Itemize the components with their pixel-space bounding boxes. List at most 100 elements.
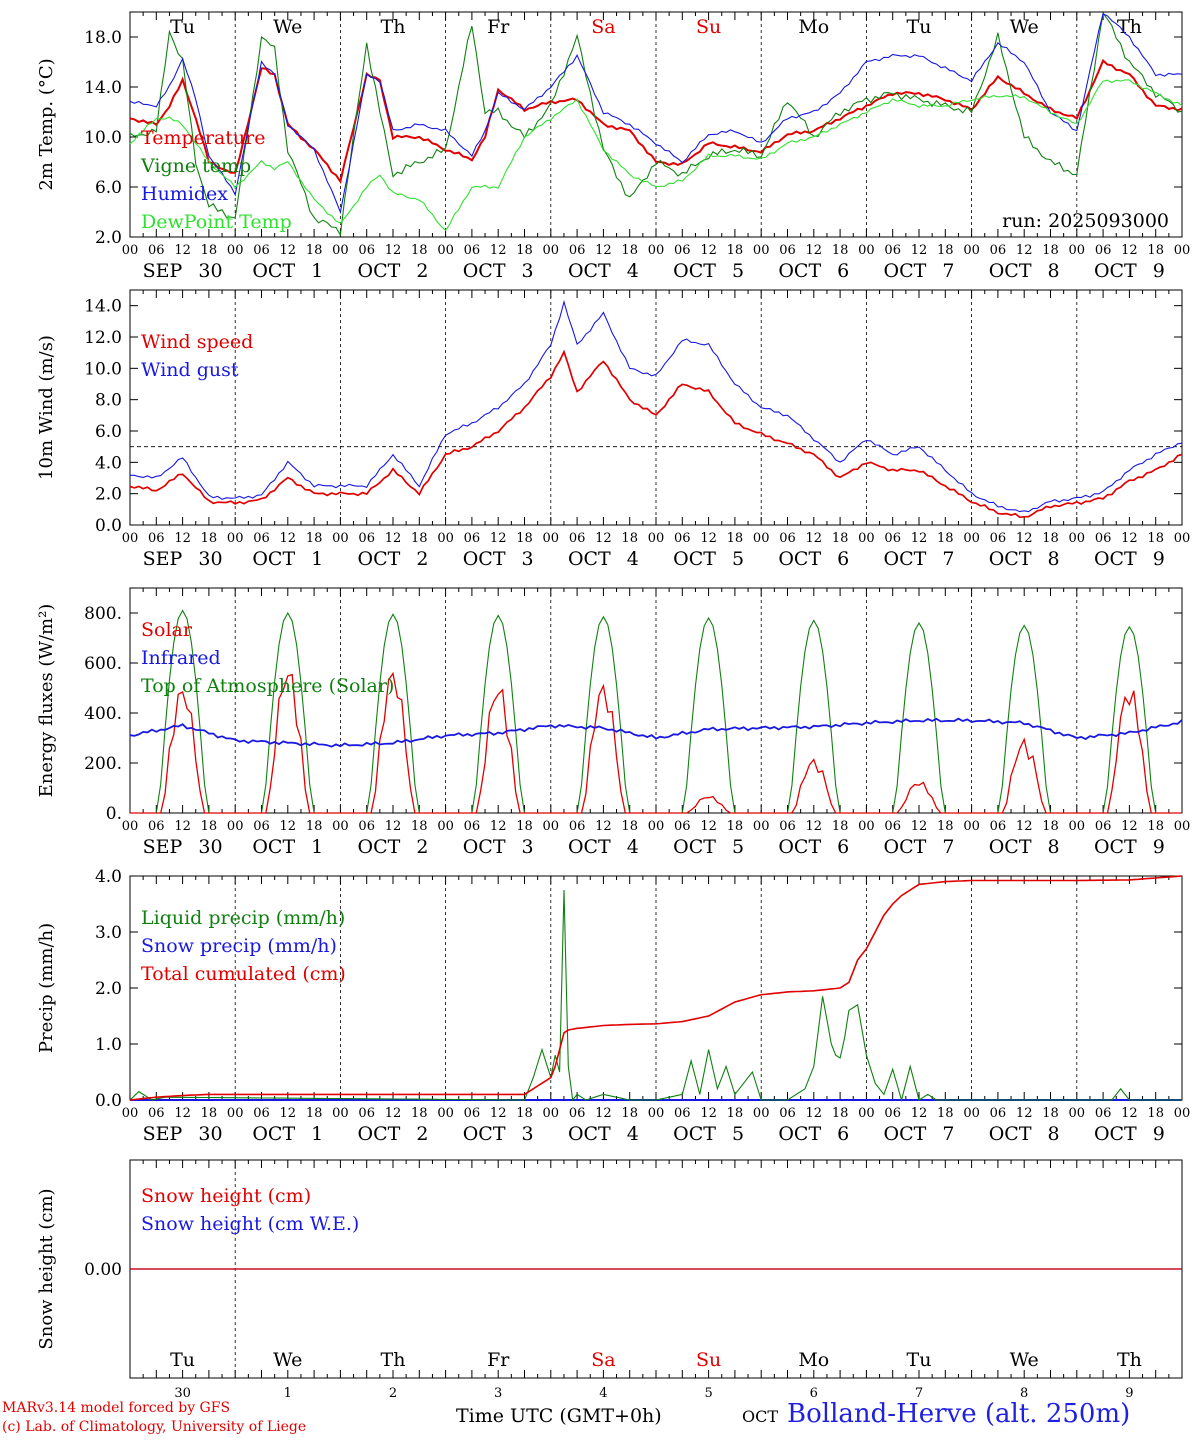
hour-tick-label: 06 xyxy=(884,1106,901,1121)
panel-3-frame xyxy=(129,587,1183,814)
hour-tick-label: 06 xyxy=(569,531,586,546)
hour-tick-label: 06 xyxy=(358,243,375,258)
hour-tick-label: 06 xyxy=(884,531,901,546)
series-infrared xyxy=(129,717,1183,748)
meteogram-chart-area: 2.06.010.014.018.02m Temp. (°C)Tu We Th Fr S… xyxy=(36,11,1191,1401)
hour-tick-label: 00 xyxy=(648,531,665,546)
series-humidex xyxy=(129,13,1183,215)
hour-tick-label: 18 xyxy=(516,243,533,258)
day-number-label: 30 xyxy=(174,1386,191,1400)
hour-tick-label: 06 xyxy=(253,243,270,258)
hour-tick-label: 06 xyxy=(569,243,586,258)
hour-tick-label: 18 xyxy=(1042,243,1059,258)
legend-top-of-atmosphere-solar-: Top of Atmosphere (Solar) xyxy=(141,675,394,697)
hour-tick-label: 18 xyxy=(727,243,744,258)
y-tick-label: 400. xyxy=(84,704,122,724)
hour-tick-label: 12 xyxy=(911,243,928,258)
station-name: Bolland-Herve (alt. 250m) xyxy=(787,1399,1131,1429)
date-label: OCT 2 xyxy=(358,1123,429,1145)
hour-tick-label: 12 xyxy=(700,819,717,834)
series-solar xyxy=(130,671,1182,814)
date-label: OCT 4 xyxy=(568,548,639,570)
y-tick-label: 2.0 xyxy=(95,979,122,999)
hour-tick-label: 12 xyxy=(806,819,823,834)
date-label: OCT 6 xyxy=(778,260,849,282)
hour-tick-label: 00 xyxy=(1069,531,1086,546)
hour-tick-label: 06 xyxy=(253,819,270,834)
hour-tick-label: 06 xyxy=(884,819,901,834)
hour-tick-label: 12 xyxy=(700,243,717,258)
date-label: OCT 8 xyxy=(989,836,1060,858)
weekday-label: We xyxy=(1010,16,1039,38)
hour-tick-label: 12 xyxy=(385,243,402,258)
hour-tick-label: 00 xyxy=(1069,819,1086,834)
hour-tick-label: 00 xyxy=(963,531,980,546)
hour-tick-label: 18 xyxy=(832,819,849,834)
date-label: OCT 2 xyxy=(358,548,429,570)
weekday-label-bottom: Th xyxy=(1117,1349,1142,1371)
date-label: OCT 3 xyxy=(463,260,534,282)
hour-tick-label: 06 xyxy=(674,1106,691,1121)
hour-tick-label: 00 xyxy=(858,243,875,258)
model-credit: MARv3.14 model forced by GFS xyxy=(2,1400,231,1416)
hour-tick-label: 06 xyxy=(1095,243,1112,258)
weekday-label-bottom: Su xyxy=(696,1349,721,1371)
y-tick-label: 8.0 xyxy=(95,391,122,411)
hour-tick-label: 06 xyxy=(884,243,901,258)
weekday-label: Tu xyxy=(170,16,195,38)
hour-tick-label: 12 xyxy=(806,531,823,546)
day-number-label: 1 xyxy=(284,1386,292,1400)
date-label: OCT 6 xyxy=(778,1123,849,1145)
hour-tick-label: 00 xyxy=(858,1106,875,1121)
hour-tick-label: 06 xyxy=(358,531,375,546)
date-label: OCT 5 xyxy=(673,260,744,282)
hour-tick-label: 06 xyxy=(990,243,1007,258)
legend-snow-height-cm-: Snow height (cm) xyxy=(141,1185,311,1207)
hour-tick-label: 00 xyxy=(1174,243,1191,258)
date-label: OCT 6 xyxy=(778,836,849,858)
hour-tick-label: 12 xyxy=(595,243,612,258)
hour-tick-label: 12 xyxy=(174,531,191,546)
date-label: OCT 4 xyxy=(568,260,639,282)
legend-wind-speed: Wind speed xyxy=(141,331,253,353)
legend-humidex: Humidex xyxy=(141,183,228,205)
hour-tick-label: 06 xyxy=(464,243,481,258)
hour-tick-label: 18 xyxy=(516,819,533,834)
day-number-label: 4 xyxy=(599,1386,607,1400)
hour-tick-label: 06 xyxy=(1095,1106,1112,1121)
hour-tick-label: 00 xyxy=(543,819,560,834)
date-label: OCT 7 xyxy=(884,836,955,858)
weekday-label: Mo xyxy=(798,16,829,38)
date-label: OCT 1 xyxy=(252,260,323,282)
legend-snow-height-cm-w-e-: Snow height (cm W.E.) xyxy=(141,1213,359,1235)
hour-tick-label: 00 xyxy=(858,819,875,834)
hour-tick-label: 12 xyxy=(385,1106,402,1121)
y-tick-label: 0.00 xyxy=(84,1260,122,1280)
date-label: OCT 5 xyxy=(673,836,744,858)
hour-tick-label: 06 xyxy=(148,243,165,258)
hour-tick-label: 12 xyxy=(1121,243,1138,258)
y-tick-label: 6.0 xyxy=(95,422,122,442)
hour-tick-label: 00 xyxy=(227,531,244,546)
hour-tick-label: 12 xyxy=(595,1106,612,1121)
hour-tick-label: 18 xyxy=(1147,1106,1164,1121)
hour-tick-label: 18 xyxy=(306,1106,323,1121)
y-tick-label: 4.0 xyxy=(95,867,122,887)
hour-tick-label: 12 xyxy=(1016,819,1033,834)
hour-tick-label: 06 xyxy=(779,531,796,546)
hour-tick-label: 12 xyxy=(1121,819,1138,834)
y-tick-label: 600. xyxy=(84,654,122,674)
hour-tick-label: 06 xyxy=(148,1106,165,1121)
hour-tick-label: 00 xyxy=(227,1106,244,1121)
hour-tick-label: 06 xyxy=(464,1106,481,1121)
weekday-label: Fr xyxy=(487,16,510,38)
hour-tick-label: 00 xyxy=(753,531,770,546)
weekday-label-bottom: Tu xyxy=(170,1349,195,1371)
series-vigne-temp xyxy=(129,11,1183,237)
run-label: run: 2025093000 xyxy=(1002,210,1169,232)
hour-tick-label: 18 xyxy=(201,243,218,258)
hour-tick-label: 06 xyxy=(1095,531,1112,546)
y-axis-title: 2m Temp. (°C) xyxy=(36,58,57,190)
hour-tick-label: 06 xyxy=(990,819,1007,834)
y-tick-label: 2.0 xyxy=(95,228,122,248)
